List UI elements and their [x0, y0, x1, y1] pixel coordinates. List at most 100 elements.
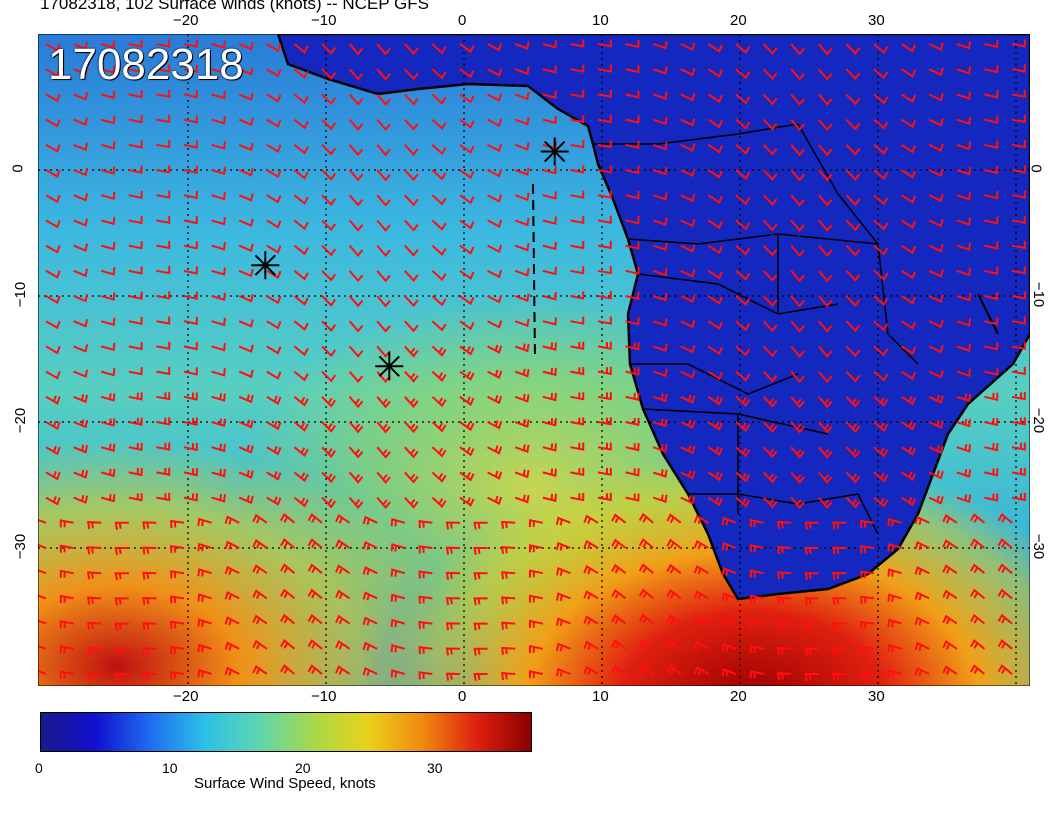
- wind-barb: [156, 64, 171, 73]
- wind-barb: [625, 291, 640, 301]
- wind-barb: [873, 496, 889, 508]
- wind-barb: [1011, 316, 1026, 325]
- wind-barb: [459, 446, 475, 457]
- wind-barb: [997, 588, 1013, 600]
- wind-barb: [804, 572, 819, 581]
- wind-barb: [73, 167, 89, 177]
- wind-barb: [625, 115, 640, 124]
- wind-barb: [211, 418, 226, 427]
- wind-barb: [790, 396, 805, 409]
- wind-barb: [128, 64, 143, 74]
- wind-barb: [45, 269, 61, 279]
- wind-barb: [680, 269, 696, 278]
- wind-barb: [638, 613, 654, 625]
- wind-barb: [762, 43, 778, 55]
- wind-barb: [128, 341, 143, 351]
- wind-barb: [87, 647, 102, 656]
- wind-barb: [597, 215, 612, 224]
- wind-barb: [735, 194, 751, 206]
- wind-barb: [666, 588, 682, 600]
- wind-barb: [928, 370, 944, 379]
- wind-barb: [348, 219, 364, 232]
- wind-barb: [901, 68, 917, 78]
- wind-barb: [501, 621, 516, 630]
- wind-barb: [390, 618, 406, 628]
- wind-barb: [514, 41, 530, 50]
- wind-barb: [404, 295, 419, 308]
- wind-barb: [238, 394, 254, 404]
- wind-barb: [707, 118, 723, 129]
- wind-barb: [845, 144, 861, 156]
- wind-barb: [542, 216, 557, 225]
- wind-barb: [790, 194, 805, 207]
- wind-barb: [693, 514, 709, 525]
- wind-barb: [680, 445, 696, 455]
- wind-barb: [45, 420, 61, 430]
- wind-barb: [100, 494, 116, 503]
- wind-barb: [818, 270, 833, 283]
- wind-barb: [73, 444, 89, 454]
- wind-barb: [197, 542, 212, 552]
- wind-barb: [818, 244, 833, 258]
- wind-barb: [501, 672, 516, 681]
- wind-barb: [693, 565, 709, 575]
- wind-barb: [914, 566, 930, 576]
- wind-barb: [321, 118, 337, 131]
- wind-barb: [666, 664, 682, 675]
- wind-barb: [224, 515, 240, 525]
- wind-barb: [293, 118, 309, 130]
- wind-barb: [183, 392, 198, 401]
- wind-barb: [445, 647, 461, 656]
- wind-barb: [266, 395, 282, 405]
- time-stamp: 17082318: [48, 40, 244, 89]
- wind-barb: [45, 295, 61, 304]
- storm-track: [532, 183, 536, 360]
- wind-barb: [597, 240, 612, 250]
- wind-barb: [597, 89, 612, 98]
- wind-barb: [183, 90, 198, 99]
- wind-barb: [845, 496, 861, 509]
- wind-barb: [431, 396, 447, 408]
- wind-barb: [804, 622, 819, 631]
- wind-barb: [87, 621, 102, 630]
- wind-barb: [956, 368, 972, 378]
- wind-barb: [431, 370, 447, 382]
- wind-barb: [473, 647, 488, 656]
- wind-barb: [238, 243, 254, 253]
- wind-barb: [73, 92, 89, 101]
- wind-barb: [956, 267, 972, 277]
- wind-barb: [459, 143, 475, 154]
- wind-barb: [597, 392, 612, 401]
- wind-barb: [845, 345, 861, 358]
- wind-barb: [459, 295, 475, 306]
- wind-barb: [570, 240, 585, 250]
- wind-barb: [845, 244, 861, 257]
- wind-barb: [73, 193, 89, 202]
- wind-barb: [335, 589, 351, 600]
- wind-barb: [266, 445, 282, 456]
- wind-barb: [666, 538, 682, 549]
- wind-barb: [680, 244, 696, 253]
- wind-barb: [873, 118, 889, 130]
- wind-barb: [597, 114, 612, 124]
- wind-barb: [570, 366, 585, 376]
- wind-barb: [1011, 190, 1026, 199]
- wind-barb: [997, 638, 1013, 650]
- wind-barb: [735, 446, 751, 458]
- wind-barb: [887, 643, 902, 653]
- wind-barb: [211, 65, 226, 75]
- wind-barb: [680, 93, 696, 102]
- wind-barb: [790, 169, 805, 182]
- wind-barb: [707, 68, 723, 78]
- wind-barb: [170, 595, 185, 604]
- wind-barb: [390, 669, 406, 678]
- wind-barb: [38, 569, 47, 575]
- wind-barb: [777, 646, 792, 656]
- wind-barb: [762, 144, 778, 156]
- wind-barb: [73, 394, 89, 404]
- wind-barb: [942, 640, 958, 650]
- wind-barb: [707, 345, 723, 356]
- wind-barb: [790, 93, 805, 106]
- wind-barb: [459, 269, 475, 280]
- madagascar-edge: [977, 293, 999, 335]
